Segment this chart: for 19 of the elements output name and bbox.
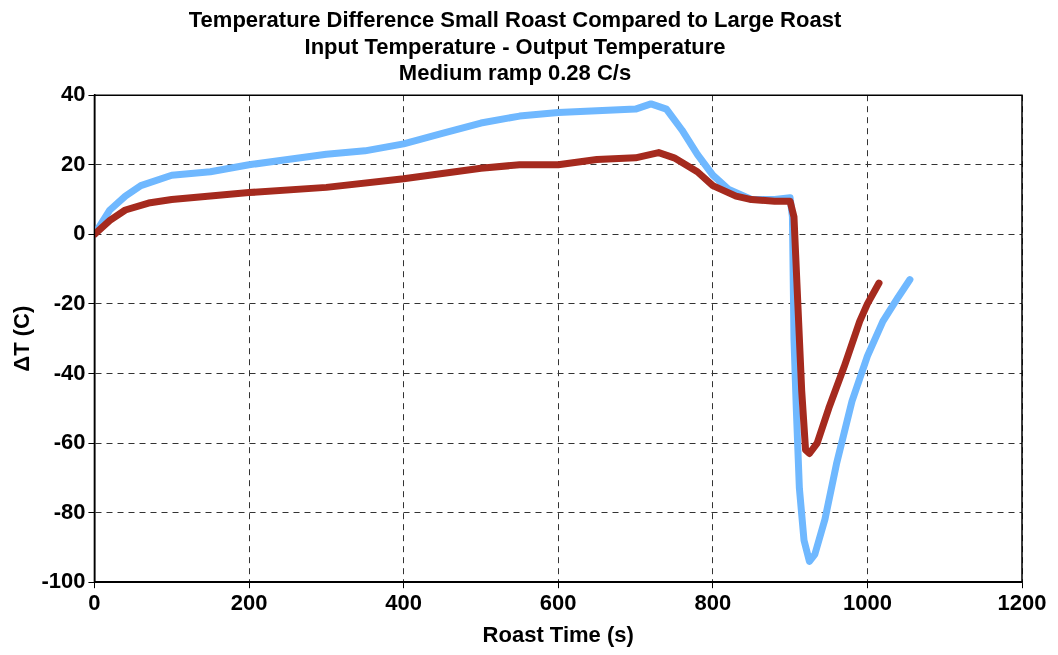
x-tick-label: 600	[539, 590, 577, 616]
y-tick-label: -20	[53, 289, 86, 315]
y-tick-label: 0	[73, 220, 86, 246]
x-tick-label: 1200	[997, 590, 1047, 616]
x-tick-label: 1000	[842, 590, 892, 616]
text: Temperature Difference Small Roast Compared to Large Roast	[188, 7, 842, 33]
y-tick-label: -80	[53, 498, 86, 524]
y-tick-label: -100	[41, 568, 86, 594]
text: Input Temperature - Output Temperature	[304, 33, 726, 59]
text: Medium ramp 0.28 C/s	[398, 60, 632, 86]
x-tick-label: 200	[230, 590, 268, 616]
y-tick-label: -40	[53, 359, 86, 385]
y-axis-title: ΔT (C)	[9, 305, 35, 372]
x-axis-title: Roast Time (s)	[482, 621, 634, 647]
x-tick-label: 400	[385, 590, 422, 616]
y-tick-label: 40	[60, 81, 86, 107]
y-tick-label: -60	[53, 429, 86, 455]
x-tick-label: 800	[694, 590, 732, 616]
y-tick-label: 20	[60, 150, 86, 176]
